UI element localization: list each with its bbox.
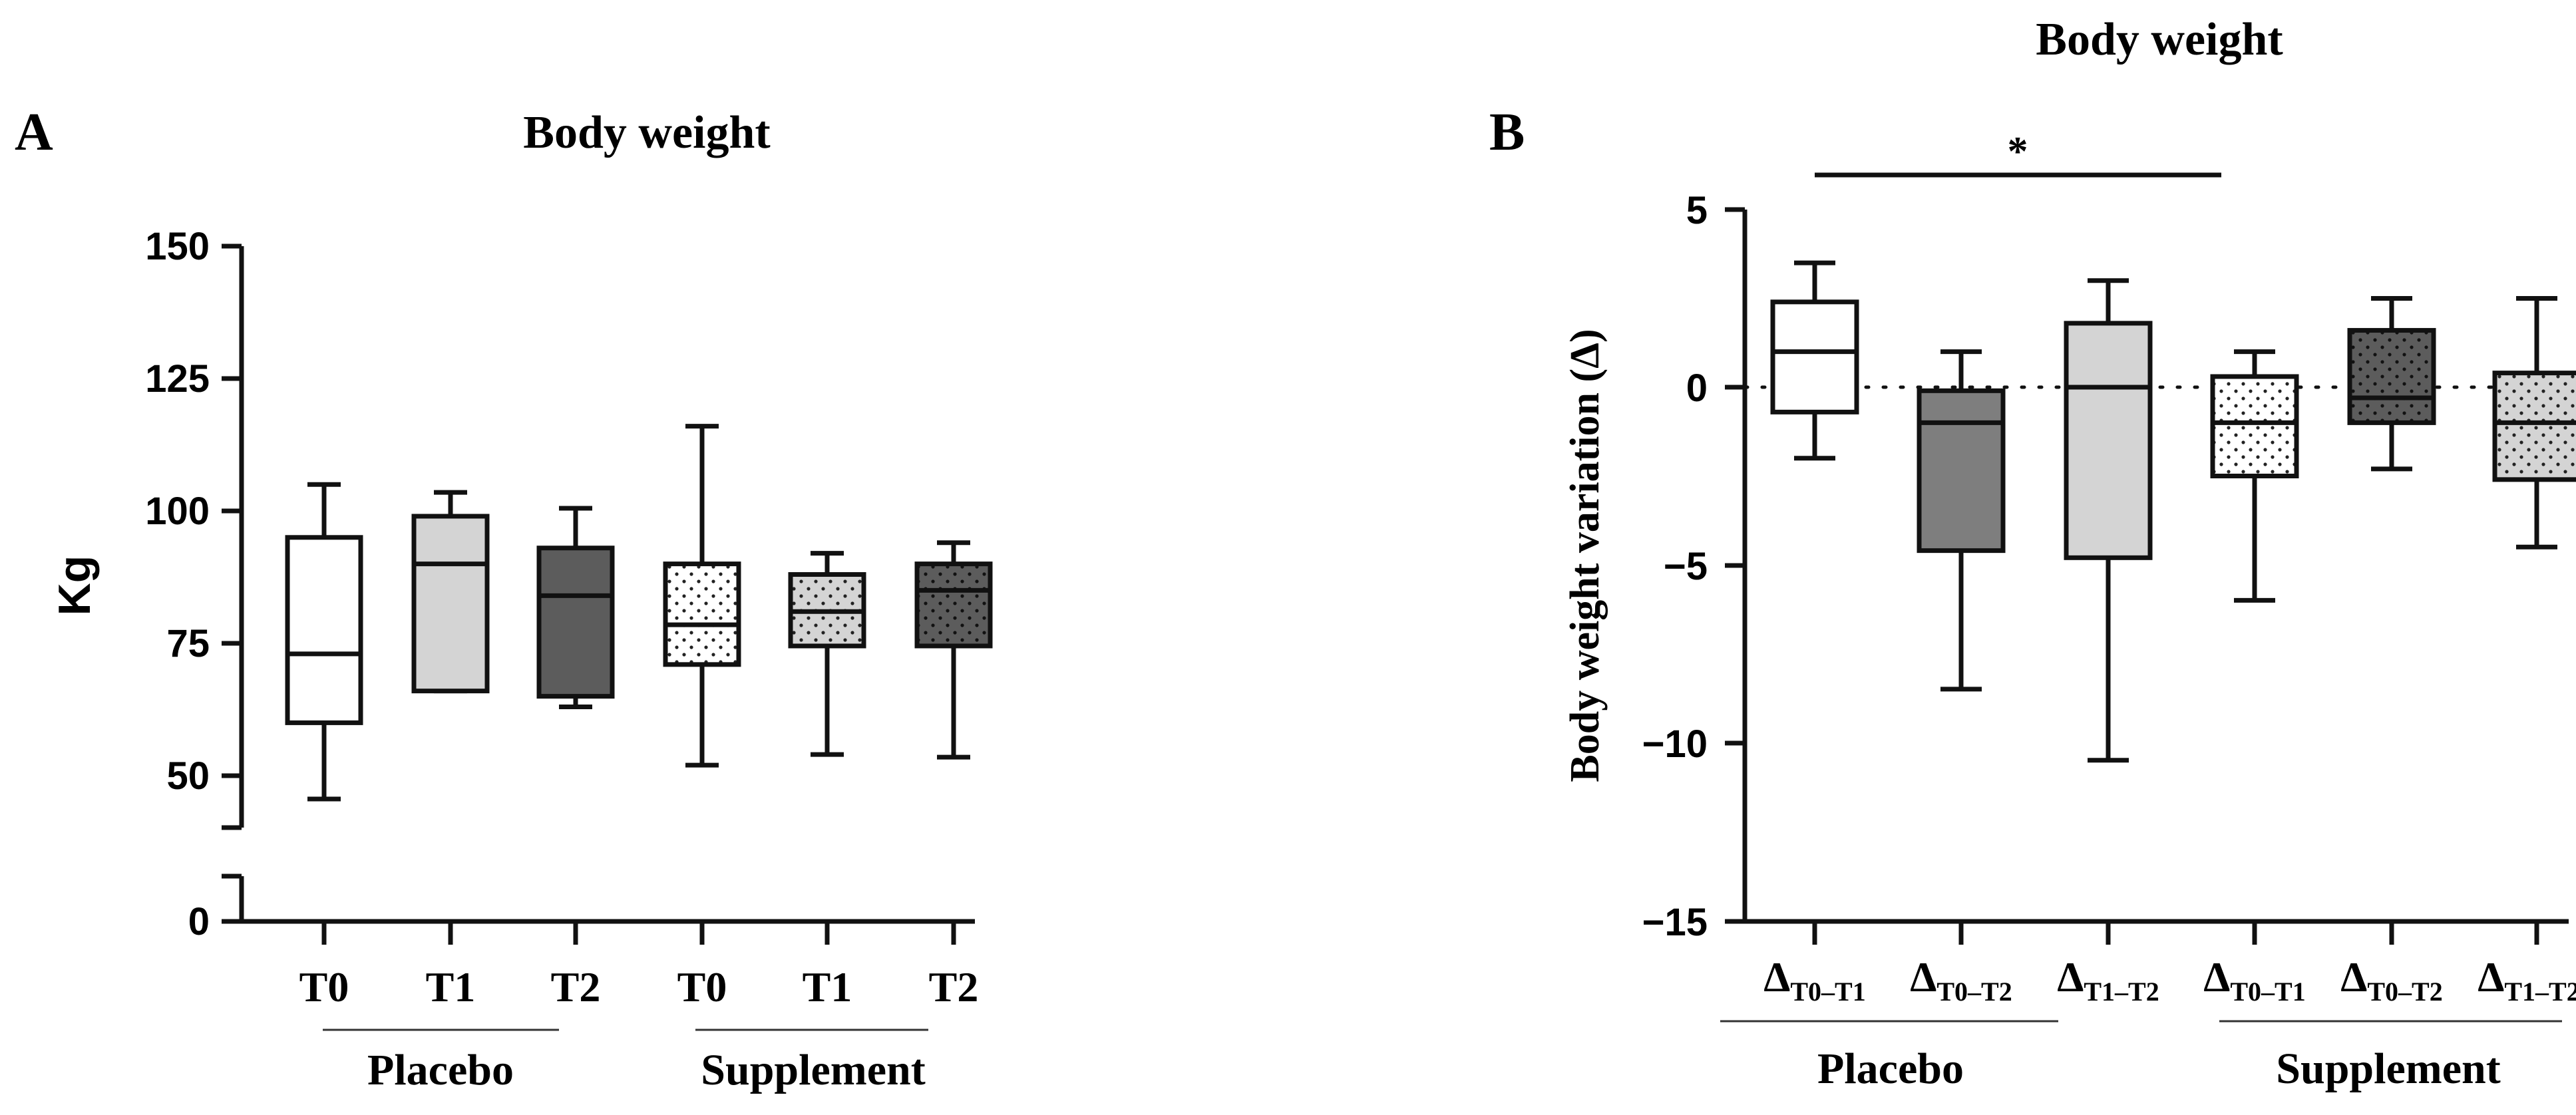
- panel-a-box-supplement-t0: [663, 424, 741, 768]
- panel-a-xtick-label-1: T1: [426, 963, 476, 1011]
- panel-b-iqr-supplement-t0-t1: [2210, 374, 2299, 478]
- panel-b-xtick-label-5: ΔT1–T2: [2478, 953, 2576, 1007]
- panel-a-ytick-label-100: 100: [145, 490, 210, 533]
- panel-a-group-label-supplement: Supplement: [701, 1046, 925, 1094]
- panel-a-box-supplement-t1: [788, 551, 866, 757]
- panel-b-xtick-label-0: ΔT0–T1: [1763, 953, 1865, 1007]
- panel-a-ytick-label-150: 150: [145, 225, 210, 268]
- panel-b-iqr-supplement-t1-t2: [2492, 371, 2576, 482]
- panel-a-iqr-placebo-t0: [285, 535, 363, 725]
- panel-a-box-placebo-t1: [411, 490, 490, 694]
- panel-b-significance-label: *: [2008, 129, 2028, 174]
- panel-a-ytick-label-125: 125: [145, 357, 210, 400]
- panel-b-xtick-label-3-main: Δ: [2203, 953, 2230, 1001]
- panel-b-xtick-label-3-sub: T0–T1: [2230, 977, 2305, 1007]
- panel-b-xtick-label-4-sub: T0–T2: [2367, 977, 2442, 1007]
- panel-b-xtick-label-4: ΔT0–T2: [2340, 953, 2442, 1007]
- panel-b-xtick-label-2-sub: T1–T2: [2084, 977, 2159, 1007]
- panel-b-box-supplement-t1-t2: [2492, 296, 2576, 550]
- panel-b-xtick-label-4-main: Δ: [2340, 953, 2367, 1001]
- panel-b-ytick-label-0: 0: [1686, 367, 1708, 410]
- panel-a-box-placebo-t2: [536, 506, 615, 710]
- panel-a-ytick-label-75: 75: [166, 622, 210, 665]
- panel-b-iqr-placebo-t0-t1: [1770, 299, 1859, 414]
- panel-b-ytick-label-neg15: −15: [1642, 901, 1708, 944]
- panel-b-ytick-label-5: 5: [1686, 189, 1708, 232]
- panel-a-group-label-placebo: Placebo: [367, 1046, 514, 1094]
- panel-b-xtick-label-5-main: Δ: [2478, 953, 2504, 1001]
- panel-a-iqr-supplement-t0: [663, 561, 741, 667]
- panel-a-ytick-label-50: 50: [166, 754, 210, 798]
- panel-b-xtick-label-1: ΔT0–T2: [1910, 953, 2012, 1007]
- panel-b-group-label-supplement: Supplement: [2276, 1044, 2500, 1093]
- panel-a-xtick-label-4: T1: [803, 963, 852, 1011]
- panel-b-title: Body weight: [2036, 14, 2283, 65]
- panel-b-chart: B Body weight Body weight variation (Δ) …: [1489, 14, 2576, 1093]
- panel-b-box-placebo-t0-t1: [1770, 260, 1859, 461]
- panel-b-xtick-label-2: ΔT1–T2: [2057, 953, 2159, 1007]
- panel-a-xtick-label-3: T0: [677, 963, 727, 1011]
- panel-b-iqr-placebo-t0-t2: [1917, 388, 2006, 554]
- panel-b-box-supplement-t0-t1: [2210, 349, 2299, 603]
- panel-a-iqr-supplement-t2: [914, 561, 993, 649]
- panel-b-xtick-label-5-sub: T1–T2: [2504, 977, 2576, 1007]
- panel-a-box-placebo-t0: [285, 482, 363, 802]
- panel-a-y-axis-label: Kg: [49, 556, 100, 616]
- panel-b-box-placebo-t1-t2: [2064, 278, 2153, 763]
- panel-b-y-axis-label: Body weight variation (Δ): [1563, 329, 1608, 782]
- panel-b-ytick-label-neg10: −10: [1642, 722, 1708, 766]
- panel-a-chart: A Body weight Kg 0 50 75 100 125 150 T0 …: [15, 103, 993, 1094]
- panel-a-box-supplement-t2: [914, 540, 993, 760]
- panel-b-xtick-label-2-main: Δ: [2057, 953, 2084, 1001]
- panel-b-iqr-placebo-t1-t2: [2064, 321, 2153, 560]
- panel-a-xtick-label-0: T0: [299, 963, 349, 1011]
- panel-b-xtick-label-1-main: Δ: [1910, 953, 1936, 1001]
- panel-b-iqr-supplement-t0-t2: [2347, 328, 2436, 425]
- panel-b-xtick-label-0-main: Δ: [1763, 953, 1790, 1001]
- panel-a-title: Body weight: [523, 107, 770, 158]
- panel-b-box-placebo-t0-t2: [1917, 349, 2006, 692]
- panel-a-iqr-placebo-t1: [411, 514, 490, 694]
- panel-a-xtick-label-5: T2: [929, 963, 979, 1011]
- panel-b-group-label-placebo: Placebo: [1817, 1044, 1964, 1093]
- panel-b-xtick-label-3: ΔT0–T1: [2203, 953, 2305, 1007]
- panel-b-box-supplement-t0-t2: [2347, 296, 2436, 472]
- panel-b-xtick-label-0-sub: T0–T1: [1790, 977, 1865, 1007]
- panel-b-label: B: [1489, 103, 1525, 162]
- panel-a-xtick-label-2: T2: [551, 963, 601, 1011]
- panel-b-ytick-label-neg5: −5: [1664, 545, 1708, 588]
- panel-a-iqr-placebo-t2: [536, 546, 615, 699]
- panel-b-xtick-label-1-sub: T0–T2: [1936, 977, 2012, 1007]
- panel-a-ytick-label-0: 0: [188, 900, 210, 943]
- panel-a-label: A: [15, 103, 53, 162]
